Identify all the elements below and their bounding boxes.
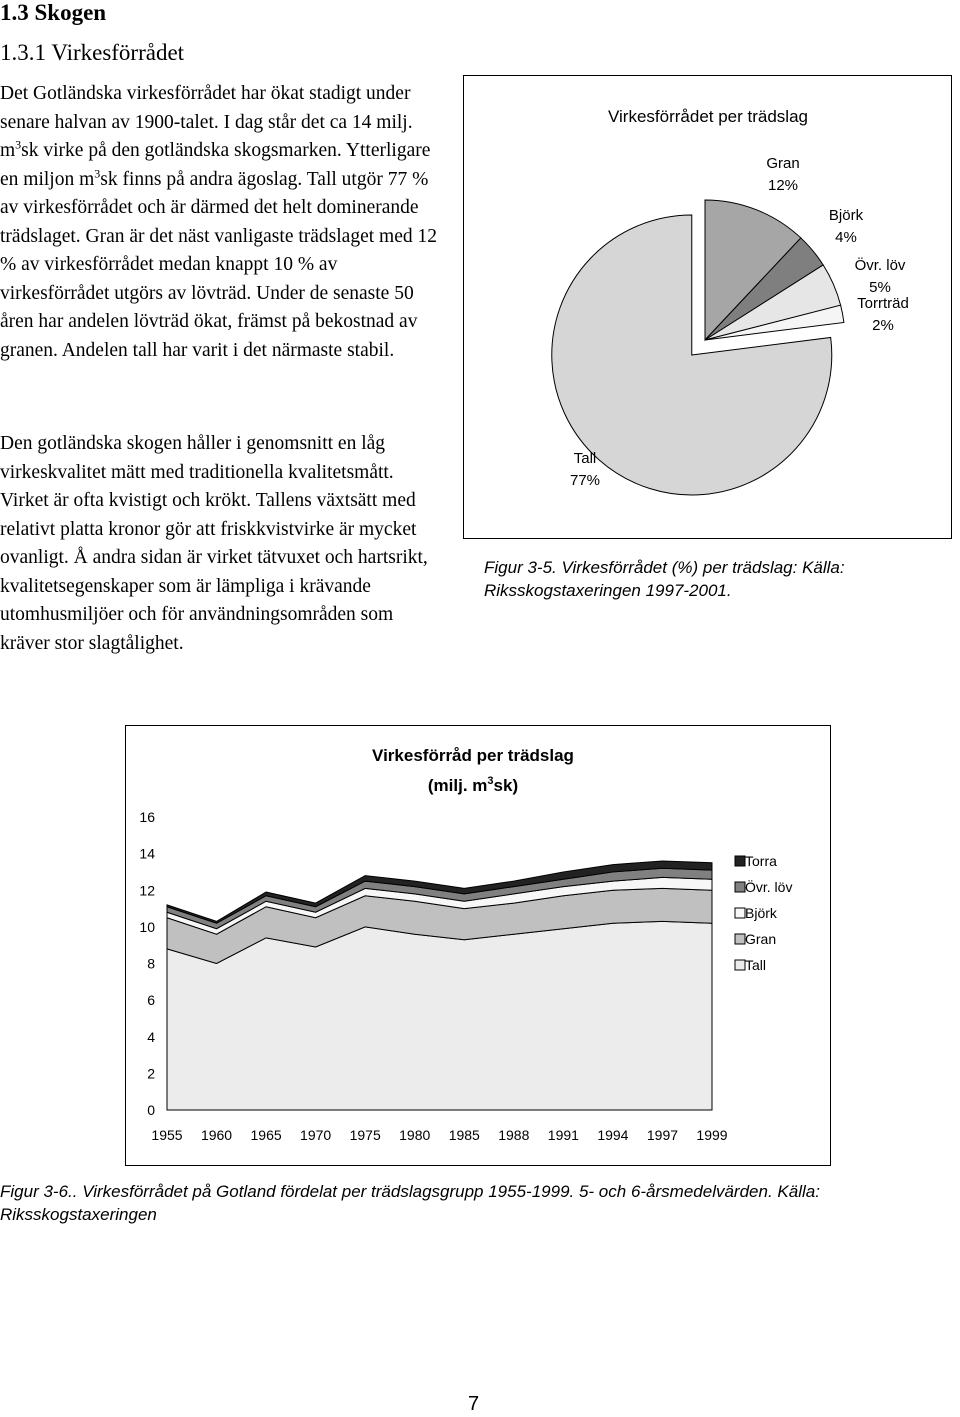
y-tick-label: 12	[139, 882, 155, 898]
y-tick-label: 4	[147, 1029, 155, 1045]
legend-swatch	[734, 933, 746, 945]
x-tick-label: 1997	[647, 1127, 678, 1143]
slice-value-label: 2%	[872, 317, 894, 334]
heading: 1.3 Skogen	[0, 0, 107, 25]
text-run: sk)	[494, 776, 519, 795]
x-tick-label: 1980	[399, 1127, 430, 1143]
y-tick-label: 14	[139, 846, 155, 862]
pie-slice	[704, 304, 845, 341]
legend-label: Gran	[745, 931, 776, 947]
slice-label: Gran	[766, 155, 799, 172]
text-run: (milj. m	[428, 776, 488, 795]
legend-swatch	[734, 881, 746, 893]
pie-slice	[704, 199, 802, 342]
x-tick-label: 1999	[696, 1127, 727, 1143]
text-run: Det Gotländska virkesförrådet har ökat s…	[0, 83, 413, 161]
superscript: 3	[15, 137, 22, 152]
area-band	[166, 860, 713, 924]
caption: Figur 3-6.. Virkesförrådet på Gotland fö…	[0, 1182, 820, 1224]
pie-slice	[551, 214, 833, 496]
y-tick-label: 8	[147, 956, 155, 972]
x-tick-label: 1970	[300, 1127, 331, 1143]
page-number: 7	[468, 1393, 480, 1415]
legend-label: Tall	[745, 957, 766, 973]
x-tick-label: 1991	[548, 1127, 579, 1143]
text-run: sk finns på andra ägoslag. Tall utgör 77…	[0, 168, 437, 361]
slice-value-label: 5%	[869, 279, 891, 296]
x-tick-label: 1985	[449, 1127, 480, 1143]
superscript: 3	[94, 166, 101, 180]
y-tick-label: 10	[139, 919, 155, 935]
legend-label: Torra	[745, 853, 777, 869]
x-tick-label: 1960	[201, 1127, 232, 1143]
subheading: 1.3.1 Virkesförrådet	[0, 40, 185, 65]
slice-label: Tall	[574, 450, 597, 467]
x-tick-label: 1965	[251, 1127, 282, 1143]
y-tick-label: 0	[147, 1102, 155, 1118]
x-tick-label: 1994	[597, 1127, 628, 1143]
x-tick-label: 1955	[151, 1127, 182, 1143]
text-run: sk virke på den gotländska skogsmarken. …	[0, 140, 431, 190]
chart-subtitle: (milj. m3sk)	[428, 775, 518, 795]
legend-label: Björk	[745, 905, 778, 921]
x-tick-label: 1988	[498, 1127, 529, 1143]
legend-swatch	[734, 959, 746, 971]
paragraph: Den gotländska skogen håller i genomsnit…	[0, 430, 445, 658]
legend-label: Övr. löv	[745, 878, 792, 895]
area-band	[166, 920, 713, 1111]
legend-swatch	[734, 855, 746, 867]
chart-frame	[463, 75, 952, 539]
slice-label: Övr. löv	[855, 256, 906, 274]
slice-label: Torrträd	[857, 295, 909, 312]
caption: Figur 3-5. Virkesförrådet (%) per trädsl…	[484, 558, 845, 600]
pie-chart: Virkesförrådet per trädslag Gran 12% Björk…	[463, 75, 952, 539]
superscript: 3	[487, 775, 493, 787]
text-run: Den gotländska skogen håller i genomsnit…	[0, 433, 428, 654]
slice-value-label: 12%	[768, 177, 798, 194]
slice-label: Björk	[829, 207, 864, 224]
slice-value-label: 77%	[570, 472, 600, 489]
x-tick-label: 1975	[350, 1127, 381, 1143]
chart-frame	[125, 725, 831, 1166]
paragraph: Det Gotländska virkesförrådet har ökat s…	[0, 80, 450, 365]
y-tick-label: 16	[139, 809, 155, 825]
legend-swatch	[734, 907, 746, 919]
y-tick-label: 2	[147, 1065, 155, 1081]
area-chart: Virkesförråd per trädslag (milj. m3sk) 0…	[125, 725, 831, 1166]
slice-value-label: 4%	[835, 229, 857, 246]
chart-title: Virkesförrådet per trädslag	[608, 107, 808, 126]
y-tick-label: 6	[147, 992, 155, 1008]
chart-title: Virkesförråd per trädslag	[372, 746, 574, 765]
